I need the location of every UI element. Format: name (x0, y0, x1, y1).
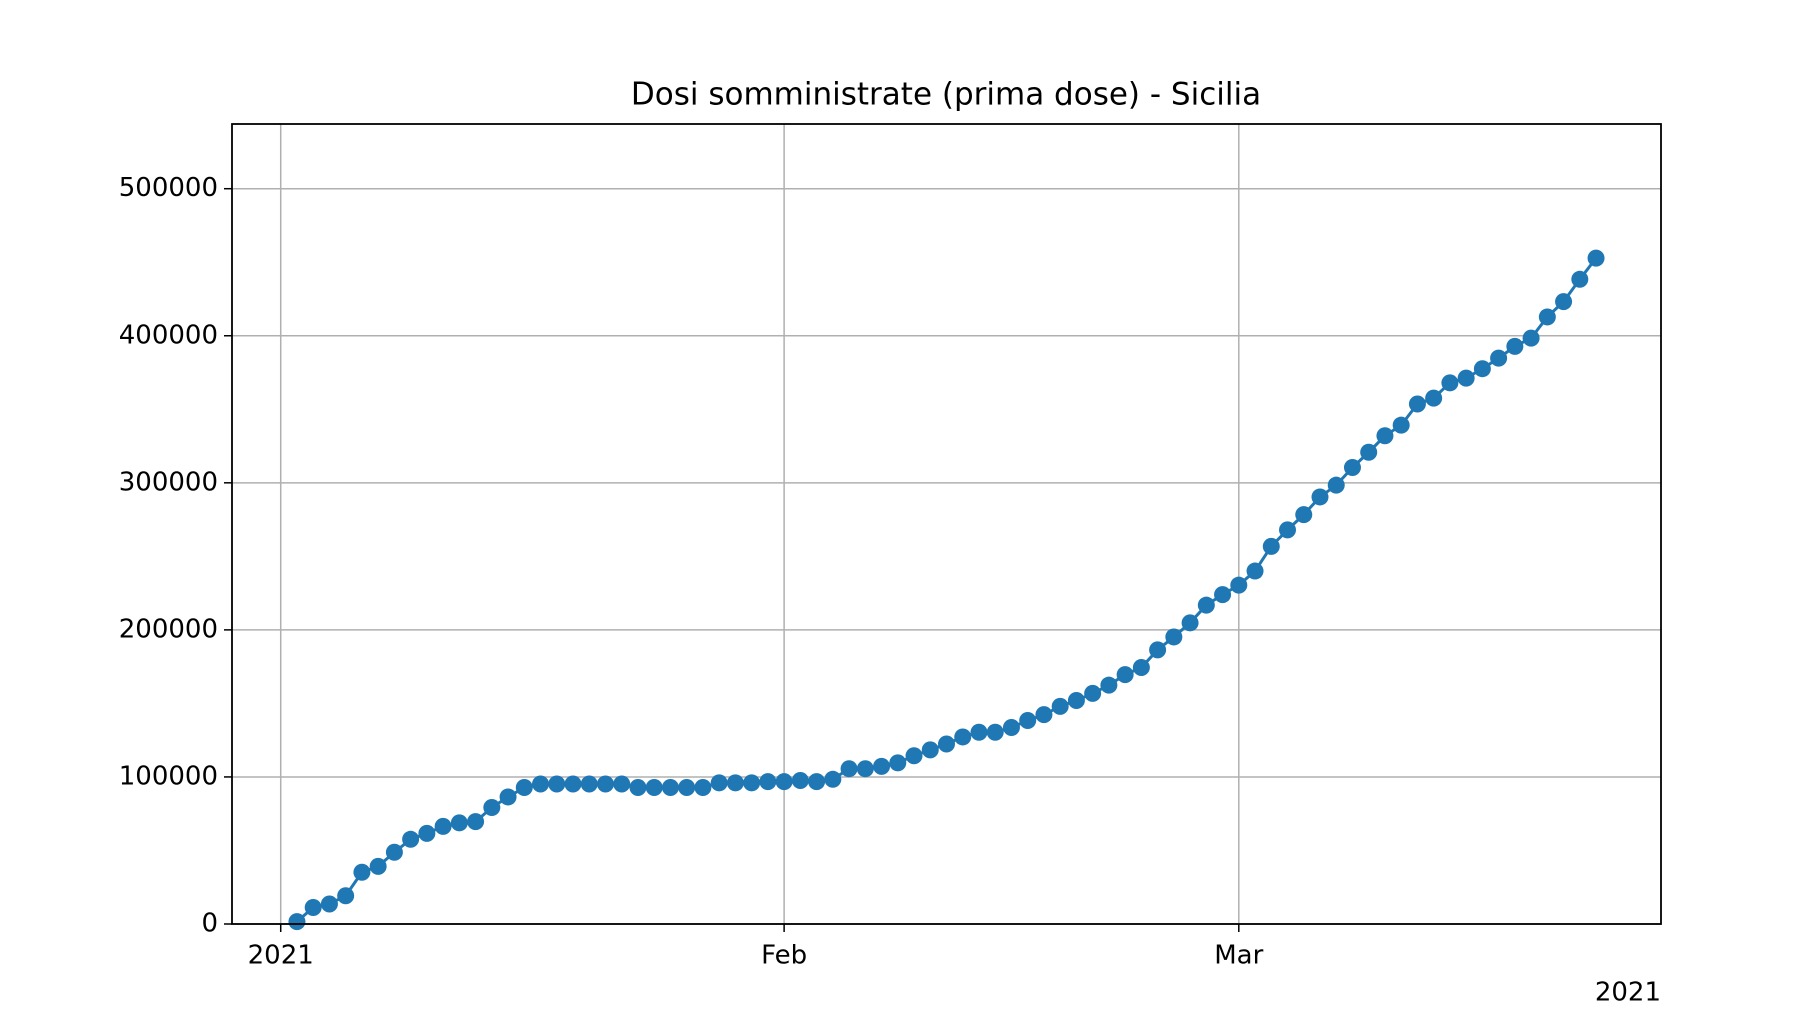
data-point (1473, 360, 1491, 378)
data-point (1538, 308, 1556, 326)
data-point (1035, 706, 1053, 724)
x-offset-label: 2021 (1595, 978, 1661, 1008)
data-point (483, 799, 501, 817)
data-point (613, 775, 631, 793)
data-point (1132, 659, 1150, 677)
data-point (743, 774, 761, 792)
data-point (1376, 427, 1394, 445)
data-point (645, 779, 663, 797)
data-point (873, 757, 891, 775)
data-point (1230, 576, 1248, 594)
data-point (288, 913, 306, 931)
data-point (402, 830, 420, 848)
data-point (1279, 521, 1297, 539)
y-tick-label: 300000 (119, 467, 218, 497)
data-point (986, 723, 1004, 741)
data-point (596, 775, 614, 793)
data-point (1165, 628, 1183, 646)
data-point (661, 779, 679, 797)
data-point (1067, 691, 1085, 709)
data-point (824, 770, 842, 788)
data-point (1100, 676, 1118, 694)
data-point (434, 817, 452, 835)
data-point (337, 887, 355, 905)
data-point (905, 747, 923, 765)
chart-title: Dosi somministrate (prima dose) - Sicili… (631, 77, 1261, 113)
data-point (385, 843, 403, 861)
data-point (1490, 349, 1508, 367)
y-tick-label: 100000 (119, 761, 218, 791)
data-point (532, 775, 550, 793)
data-point (1587, 249, 1605, 267)
data-point (320, 895, 338, 913)
x-tick-label: 2021 (248, 941, 314, 971)
data-point (1522, 329, 1540, 347)
data-point (938, 735, 955, 753)
data-point (467, 813, 485, 831)
data-point (856, 760, 874, 778)
data-point (1149, 641, 1167, 659)
data-point (1571, 270, 1589, 288)
data-point (418, 824, 436, 842)
data-point (629, 779, 647, 797)
data-point (548, 775, 566, 793)
data-point (954, 728, 972, 746)
data-point (450, 814, 468, 832)
data-point (1327, 476, 1345, 494)
data-point (1197, 596, 1215, 614)
data-point (1002, 719, 1020, 737)
data-point (1084, 684, 1102, 702)
data-point (1019, 711, 1037, 729)
data-line (295, 257, 1598, 923)
data-point (515, 779, 533, 797)
data-point (1408, 395, 1426, 413)
data-point (369, 857, 387, 875)
data-point (1555, 293, 1573, 311)
data-point (1457, 369, 1475, 387)
data-point (1051, 697, 1069, 715)
y-tick-label: 0 (201, 909, 218, 939)
x-tick-label: Mar (1214, 941, 1263, 971)
data-point (1506, 337, 1524, 355)
data-point (499, 788, 517, 806)
data-point (304, 899, 322, 917)
data-point (759, 773, 777, 791)
data-point (1246, 562, 1264, 580)
data-point (353, 863, 371, 881)
data-point (678, 779, 696, 797)
data-point (921, 741, 939, 759)
data-point (1360, 443, 1378, 461)
data-point (1425, 389, 1443, 407)
x-tick-label: Feb (761, 941, 807, 971)
data-point (1441, 374, 1459, 392)
data-point (564, 775, 582, 793)
data-point (1343, 459, 1361, 477)
data-point (1392, 416, 1410, 434)
data-point (840, 760, 858, 778)
data-point (889, 754, 907, 772)
data-point (710, 774, 728, 792)
data-point (970, 723, 988, 741)
y-tick-label: 200000 (119, 614, 218, 644)
data-point (694, 779, 712, 797)
y-tick-label: 500000 (119, 173, 218, 203)
plot-frame (231, 123, 1662, 925)
data-point (775, 773, 793, 791)
y-tick-label: 400000 (119, 320, 218, 350)
data-point (1311, 488, 1329, 506)
data-point (1181, 614, 1199, 632)
data-point (1116, 666, 1134, 684)
data-point (1295, 506, 1313, 524)
data-point (808, 773, 826, 791)
data-point (1214, 586, 1232, 604)
data-point (791, 771, 809, 789)
data-point (1262, 537, 1280, 555)
data-point (580, 775, 598, 793)
data-point (726, 774, 744, 792)
